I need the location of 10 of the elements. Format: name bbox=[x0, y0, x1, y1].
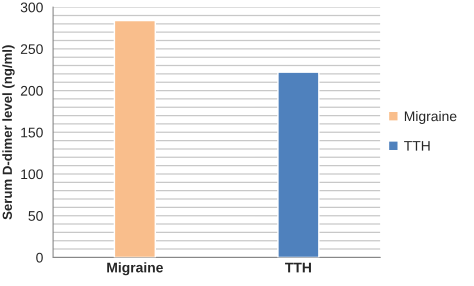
y-tick-label: 150 bbox=[21, 128, 43, 138]
legend-label: TTH bbox=[404, 141, 430, 151]
y-tick-label: 200 bbox=[20, 86, 43, 96]
y-axis-title: Serum D-dimer level (ng/ml) bbox=[2, 45, 15, 220]
y-tick-label: 300 bbox=[20, 2, 43, 12]
legend-label: Migraine bbox=[404, 110, 456, 124]
y-tick-label: 50 bbox=[28, 211, 43, 221]
y-tick-label: 100 bbox=[21, 169, 43, 180]
y-tick-label: 0 bbox=[36, 252, 43, 263]
y-tick-label: 250 bbox=[20, 44, 43, 54]
